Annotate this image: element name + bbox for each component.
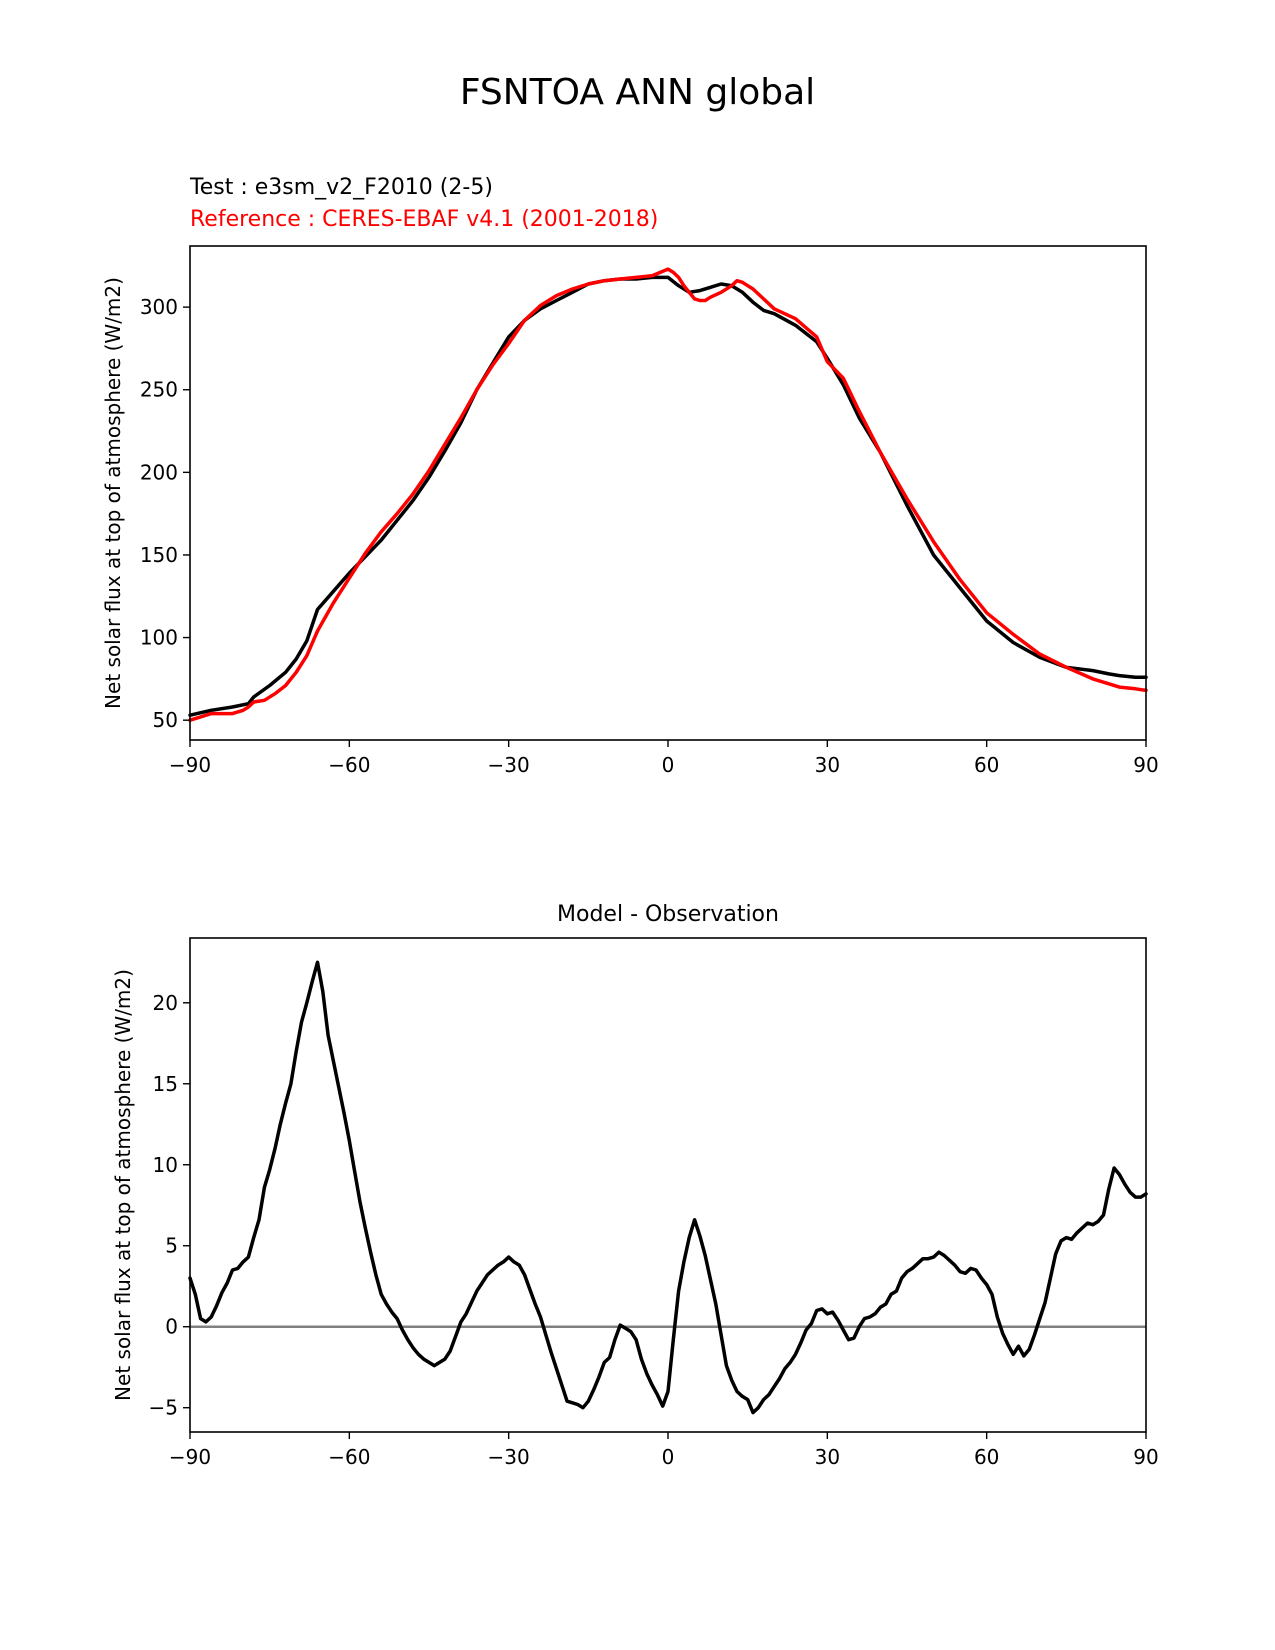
bottom-xtick-label: 90 <box>1133 1445 1158 1469</box>
top-ytick-label: 150 <box>140 543 178 567</box>
bottom-panel: −90 −60 −30 0 30 60 90 −5 0 5 10 15 20 Net solar flux… <box>111 937 1159 1469</box>
top-ytick-label: 100 <box>140 626 178 650</box>
bottom-axes-frame <box>189 937 1147 1433</box>
top-series-test-line <box>188 275 1148 717</box>
top-ytick-label: 300 <box>140 295 178 319</box>
bottom-xtick-label: −30 <box>488 1445 530 1469</box>
top-xtick-label: 0 <box>662 753 675 777</box>
bottom-series-test-line <box>188 960 1148 1415</box>
top-panel: −90 −60 −30 0 30 60 90 50 100 150 200 250 300 Net sol… <box>101 245 1159 777</box>
bottom-ytick-label: 15 <box>153 1072 178 1096</box>
top-panel-reference-title: Reference : CERES-EBAF v4.1 (2001-2018) <box>190 207 659 232</box>
bottom-xtick-label: 30 <box>815 1445 840 1469</box>
top-axes-frame <box>189 245 1147 741</box>
top-series-reference-line <box>188 267 1148 722</box>
top-ytick-label: 200 <box>140 460 178 484</box>
bottom-ytick-label: −5 <box>149 1396 178 1420</box>
bottom-ytick-label: 0 <box>165 1315 178 1339</box>
top-xtick-label: 30 <box>815 753 840 777</box>
bottom-xtick-label: −90 <box>169 1445 211 1469</box>
figure-title: FSNTOA ANN global <box>459 72 816 113</box>
bottom-xtick-label: 0 <box>662 1445 675 1469</box>
top-ylabel: Net solar flux at top of atmosphere (W/m… <box>101 277 125 709</box>
bottom-ylabel: Net solar flux at top of atmosphere (W/m… <box>111 969 135 1401</box>
bottom-panel-title: Model - Observation <box>557 902 779 927</box>
top-xtick-label: −60 <box>328 753 370 777</box>
top-xtick-label: 90 <box>1133 753 1158 777</box>
top-xtick-label: −90 <box>169 753 211 777</box>
bottom-ytick-label: 10 <box>153 1153 178 1177</box>
bottom-ytick-label: 5 <box>165 1234 178 1258</box>
top-ytick-label: 250 <box>140 378 178 402</box>
top-ytick-label: 50 <box>153 708 178 732</box>
bottom-xtick-label: −60 <box>328 1445 370 1469</box>
bottom-ytick-label: 20 <box>153 991 178 1015</box>
top-xtick-label: 60 <box>974 753 999 777</box>
top-panel-test-title: Test : e3sm_v2_F2010 (2-5) <box>190 175 493 200</box>
top-xtick-label: −30 <box>488 753 530 777</box>
bottom-xtick-label: 60 <box>974 1445 999 1469</box>
